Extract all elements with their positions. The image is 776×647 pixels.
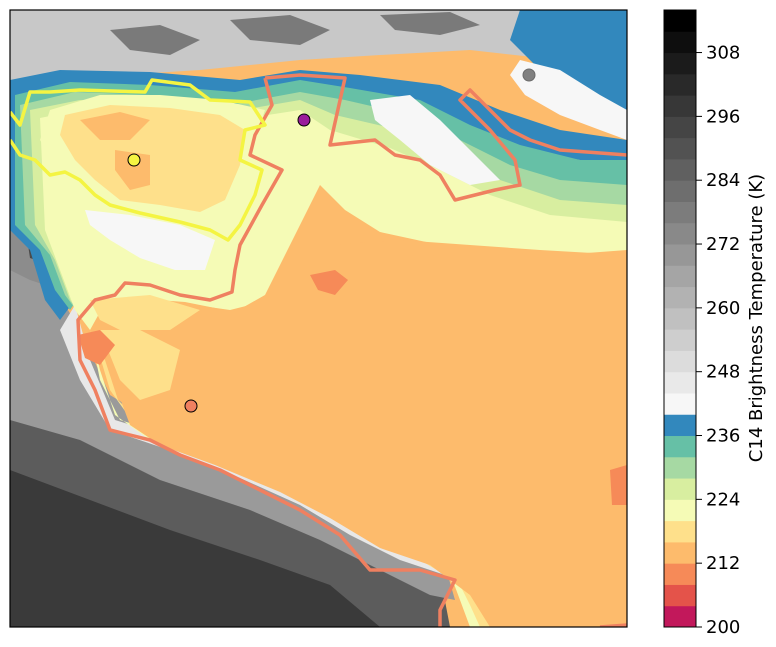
- colorbar-gray-level: [664, 222, 696, 245]
- upper-surface-darkspots: [110, 12, 480, 55]
- colorbar-level-1: [664, 584, 696, 607]
- cloud-orange-spot-1: [80, 112, 150, 190]
- colorbar-gray-level: [664, 307, 696, 330]
- colorbar-tick-label: 212: [706, 553, 740, 574]
- colorbar-level-9: [664, 414, 696, 437]
- colorbar-level-5: [664, 499, 696, 522]
- colorbar-level-7: [664, 456, 696, 479]
- yellow-point-marker: [127, 153, 141, 167]
- colorbar-frame: [663, 9, 697, 628]
- colorbar-level-3: [664, 541, 696, 564]
- left-white-patch: [85, 210, 215, 270]
- colorbar-gray-level: [664, 137, 696, 160]
- colorbar-tick-label: 308: [706, 43, 740, 64]
- colorbar-tick-label: 296: [706, 106, 740, 127]
- colorbar-tick-label: 272: [706, 234, 740, 255]
- colorbar-level-0: [664, 605, 696, 628]
- gray-point-marker: [522, 68, 536, 82]
- yellow-outline: [10, 78, 267, 242]
- colorbar-level-8: [664, 435, 696, 458]
- colorbar-gray-level: [664, 286, 696, 309]
- colorbar-gray-level: [664, 371, 696, 394]
- map-frame: [9, 9, 628, 628]
- colorbar-gray-level: [664, 73, 696, 96]
- colorbar-gray-level: [664, 116, 696, 139]
- salmon-point-marker: [184, 399, 198, 413]
- map-panel: [10, 10, 627, 627]
- colorbar-gray-level: [664, 10, 696, 32]
- upper-white-patch: [370, 95, 500, 185]
- colorbar-tick-label: 248: [706, 362, 740, 383]
- warm-surface-dark: [10, 300, 445, 627]
- lower-edge-yellow: [95, 340, 510, 627]
- cloud-core: [105, 240, 627, 627]
- colorbar-gray-level: [664, 158, 696, 181]
- colorbar-gray-level: [664, 52, 696, 75]
- colorbar-level-4: [664, 520, 696, 543]
- colorbar-gray-level: [664, 201, 696, 224]
- colorbar-gray-level: [664, 350, 696, 373]
- colorbar-gray-level: [664, 180, 696, 202]
- colorbar-tick-label: 236: [706, 426, 740, 447]
- colorbar-tick-label: 260: [706, 298, 740, 319]
- colorbar-tick-label: 224: [706, 489, 740, 510]
- colorbar: 200 212 224 236 248 260 272 284 296 308: [663, 9, 740, 638]
- upper-right-white: [510, 60, 627, 140]
- colorbar-gray-level: [664, 95, 696, 117]
- colorbar-label: C14 Brightness Temperature (K): [746, 174, 767, 462]
- colorbar-level-6: [664, 478, 696, 500]
- colorbar-tick-label: 284: [706, 170, 740, 191]
- colorbar-gray-level: [664, 329, 696, 351]
- colorbar-level-2: [664, 563, 696, 585]
- colorbar-gray-level: [664, 31, 696, 54]
- colorbar-gray-level: [664, 244, 696, 266]
- colorbar-gray-level: [664, 392, 696, 415]
- cloud-yellow-region-2: [90, 295, 200, 400]
- colorbar-gray-level: [664, 265, 696, 288]
- purple-point-marker: [297, 113, 311, 127]
- colorbar-tick-label: 200: [706, 617, 740, 638]
